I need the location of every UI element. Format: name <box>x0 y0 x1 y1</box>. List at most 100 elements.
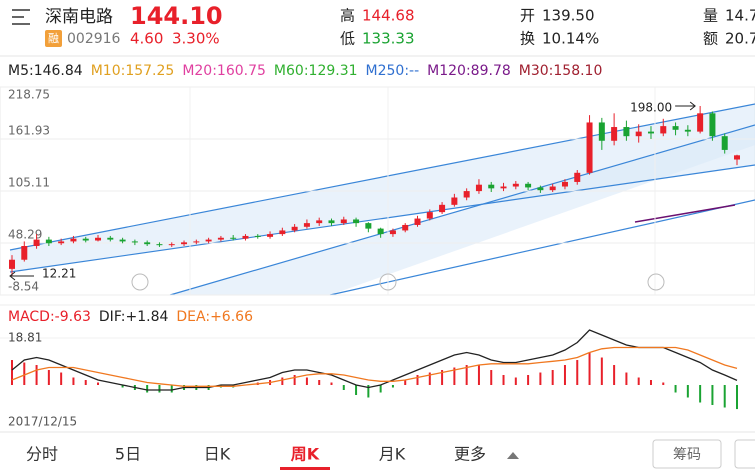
candle-body <box>684 129 691 132</box>
candle-body <box>95 237 102 241</box>
candle-body <box>9 259 15 269</box>
tab[interactable]: 周K <box>291 445 320 464</box>
candle-body <box>217 237 224 240</box>
y-tick-label: 48.29 <box>8 227 42 241</box>
candle-body <box>205 239 212 242</box>
stat-label: 开 <box>520 7 535 25</box>
candle-body <box>623 127 630 137</box>
candle-body <box>21 246 28 260</box>
candle-body <box>45 239 52 244</box>
tab[interactable]: 5日 <box>115 445 141 464</box>
ma-label: M20:160.75 <box>182 63 266 79</box>
ma-label: M120:89.78 <box>427 63 511 79</box>
candle-body <box>389 230 396 235</box>
candle-body <box>463 191 470 198</box>
candle-body <box>426 212 433 219</box>
stat-value: 10.14% <box>542 30 599 48</box>
candle-body <box>709 113 716 137</box>
stat-label: 低 <box>340 30 355 48</box>
candle-body <box>316 220 323 224</box>
ma-label: M10:157.25 <box>91 63 175 79</box>
badge: 融 <box>48 32 59 45</box>
candle-body <box>328 220 335 224</box>
candle-body <box>660 126 667 134</box>
dif-line <box>11 329 738 391</box>
candle-body <box>242 235 249 239</box>
dea-line <box>11 346 738 387</box>
stat-label: 量 <box>703 7 718 25</box>
candle-body <box>58 241 65 244</box>
candle-body <box>193 241 200 243</box>
stat-value: 144.68 <box>362 7 415 25</box>
stat-value: 20.7 <box>725 30 755 48</box>
candle-body <box>119 239 126 242</box>
tab-underline <box>280 467 330 470</box>
annotation-arrowhead <box>9 271 16 281</box>
stock-code: 002916 <box>67 31 121 47</box>
price: 144.10 <box>130 2 223 30</box>
candle-body <box>82 238 89 241</box>
stat-value: 14.7 <box>725 7 755 25</box>
candle-body <box>635 131 642 137</box>
candle-body <box>697 113 704 132</box>
tab[interactable]: 月K <box>379 445 406 464</box>
extra-button[interactable] <box>734 439 755 469</box>
candle-body <box>33 239 40 247</box>
candle-body <box>131 241 138 243</box>
candle-body <box>451 197 458 205</box>
more-arrow[interactable] <box>507 452 519 459</box>
candle-body <box>475 184 482 192</box>
candle-body <box>439 204 446 213</box>
channels <box>9 103 755 296</box>
macd-label: DEA:+6.66 <box>176 309 253 325</box>
macd-label: DIF:+1.84 <box>99 309 169 325</box>
chip-button[interactable] <box>652 439 722 469</box>
candle-body <box>279 230 286 235</box>
watermarks <box>131 273 665 291</box>
date-label: 2017/12/15 <box>8 415 77 429</box>
candle-body <box>365 223 372 229</box>
badge-bg <box>45 30 62 47</box>
candle-body <box>377 228 384 235</box>
candle-body <box>181 242 188 245</box>
tab[interactable]: 日K <box>204 445 231 464</box>
y-tick-label: 161.93 <box>8 123 50 137</box>
ma-label: M30:158.10 <box>519 63 603 79</box>
change-pct: 3.30% <box>172 30 220 48</box>
candle-body <box>537 187 544 191</box>
candle-body <box>574 172 581 182</box>
candle-body <box>525 183 532 188</box>
stock-name: 深南电路 <box>45 7 113 27</box>
candle-body <box>353 219 360 224</box>
chip-button-label[interactable]: 筹码 <box>673 446 701 463</box>
annotation: 198.00 <box>630 100 672 114</box>
candle-body <box>414 218 421 225</box>
candle-body <box>230 237 237 239</box>
candle-body <box>291 226 298 231</box>
candle-body <box>156 244 163 246</box>
candle-body <box>254 235 261 237</box>
tab[interactable]: 更多 <box>454 445 486 464</box>
tab[interactable]: 分时 <box>26 445 58 464</box>
stat-value: 133.33 <box>362 30 415 48</box>
stat-label: 额 <box>703 30 718 48</box>
menu-icon[interactable] <box>12 9 30 25</box>
candle-body <box>107 237 114 240</box>
macd-label: MACD:-9.63 <box>8 309 91 325</box>
candle-body <box>561 181 568 187</box>
candle-body <box>647 131 654 134</box>
stat-value: 139.50 <box>542 7 595 25</box>
y-tick-label: 105.11 <box>8 175 50 189</box>
change: 4.60 <box>130 30 163 48</box>
ma-label: M60:129.31 <box>274 63 358 79</box>
candle-body <box>70 238 77 242</box>
candle-body <box>598 122 605 141</box>
candle-body <box>512 183 519 187</box>
stat-label: 高 <box>340 7 355 25</box>
candle-body <box>611 127 618 141</box>
candle-body <box>586 122 593 173</box>
y-tick-label: 218.75 <box>8 88 50 102</box>
candle-body <box>402 224 409 231</box>
candle-body <box>500 186 507 189</box>
